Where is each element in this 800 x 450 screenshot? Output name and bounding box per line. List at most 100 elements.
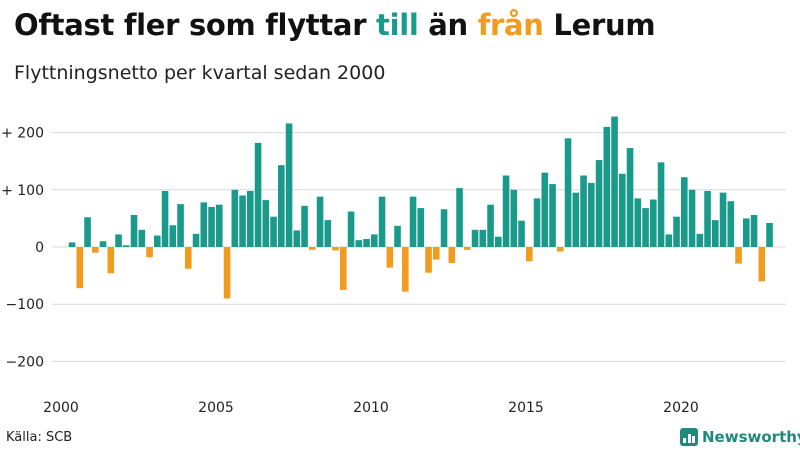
bar <box>394 225 401 247</box>
y-tick-labels: + 200 + 100 0 −100 −200 <box>1 126 44 371</box>
newsworthy-logo: Newsworthy <box>680 426 800 448</box>
bar <box>766 222 773 247</box>
x-tick-label: 2010 <box>353 400 389 416</box>
bar <box>471 229 479 247</box>
y-tick-label: + 100 <box>1 183 44 199</box>
title-part1: Oftast fler som flyttar <box>14 8 376 42</box>
bar <box>161 190 169 247</box>
bar <box>293 230 301 247</box>
bar <box>355 240 363 247</box>
bar <box>456 188 463 247</box>
bar <box>696 233 704 247</box>
bar <box>254 142 262 247</box>
bar <box>107 247 115 274</box>
bar <box>278 165 285 247</box>
bar <box>495 236 502 247</box>
newsworthy-chart-icon <box>680 428 698 446</box>
bar <box>76 247 84 289</box>
bar <box>409 196 417 247</box>
bar <box>650 199 657 247</box>
bar <box>177 204 184 247</box>
bar <box>464 247 471 250</box>
chart-title: Oftast fler som flyttar till än från Ler… <box>14 8 656 42</box>
bar <box>595 160 603 247</box>
bar <box>371 234 378 247</box>
bar <box>301 205 308 247</box>
bar <box>572 192 580 247</box>
bar <box>518 220 525 247</box>
bar <box>712 220 719 247</box>
bar <box>223 247 231 299</box>
bar <box>316 196 324 247</box>
bar <box>115 234 122 247</box>
bar <box>758 247 766 282</box>
bar <box>704 190 711 247</box>
bar <box>479 229 487 247</box>
title-end: Lerum <box>543 8 656 42</box>
bar <box>239 195 246 247</box>
bar <box>378 196 386 247</box>
bar <box>557 247 564 252</box>
x-tick-label: 2005 <box>198 400 234 416</box>
bar <box>541 172 549 247</box>
bar <box>363 238 370 247</box>
bar <box>216 204 223 247</box>
bar <box>84 217 91 247</box>
x-tick-label: 2020 <box>663 400 699 416</box>
bar <box>688 189 696 247</box>
bar <box>502 175 510 247</box>
bar <box>309 247 316 250</box>
x-tick-label: 2000 <box>43 400 79 416</box>
bar <box>719 192 727 247</box>
bars <box>68 116 773 299</box>
bar <box>526 247 533 262</box>
y-tick-label: 0 <box>35 240 44 256</box>
bar <box>433 247 440 260</box>
bar <box>92 247 99 253</box>
brand-name: Newsworthy <box>702 428 800 446</box>
bar <box>146 247 153 258</box>
bar <box>185 247 192 269</box>
bar <box>657 162 665 247</box>
bar <box>727 201 735 247</box>
bar <box>642 208 649 247</box>
bar <box>440 209 448 247</box>
bar <box>448 247 456 264</box>
bar <box>68 242 76 247</box>
bar <box>425 247 432 273</box>
x-tick-labels: 2000 2005 2010 2015 2020 <box>43 400 699 416</box>
bar <box>130 214 138 247</box>
bar <box>208 206 215 247</box>
y-tick-label: −200 <box>6 354 44 370</box>
bar <box>347 211 355 247</box>
source-label: Källa: SCB <box>6 430 73 445</box>
bar <box>626 148 634 247</box>
title-mid: än <box>418 8 478 42</box>
bar <box>340 247 347 290</box>
x-tick-label: 2015 <box>508 400 544 416</box>
bar <box>735 247 742 264</box>
bar <box>510 189 518 247</box>
bar <box>123 245 130 247</box>
bar <box>603 126 611 247</box>
bar <box>169 225 177 247</box>
bar <box>138 229 146 247</box>
bar <box>533 198 541 247</box>
bar <box>231 189 239 247</box>
bar <box>487 204 494 247</box>
bar <box>332 247 339 251</box>
bar-chart: + 200 + 100 0 −100 −200 2000 2005 2010 2015 2020 <box>1 116 786 416</box>
bar <box>324 220 332 247</box>
bar <box>402 247 409 292</box>
bar <box>611 116 618 247</box>
bar <box>247 190 254 247</box>
bar <box>262 200 270 247</box>
bar <box>580 175 587 247</box>
bar <box>750 214 758 247</box>
bar <box>154 235 161 247</box>
bar <box>634 198 642 247</box>
title-fran: från <box>477 8 544 42</box>
bar <box>200 202 208 247</box>
bar <box>564 138 572 247</box>
bar <box>743 218 750 247</box>
